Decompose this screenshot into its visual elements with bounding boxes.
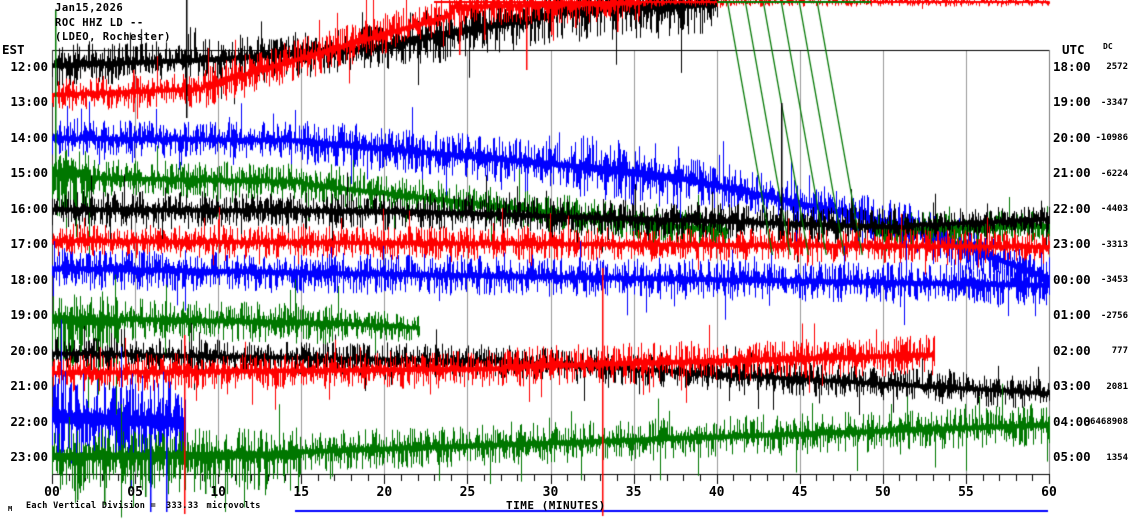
utc-time-label: 03:00 — [1053, 378, 1091, 393]
utc-time-label: 23:00 — [1053, 236, 1091, 251]
scale-caption-unit: microvolts — [206, 501, 261, 511]
est-time-label: 16:00 — [10, 200, 48, 216]
dc-value: 2081 — [1106, 381, 1128, 392]
x-axis-tick-label: 55 — [958, 485, 974, 500]
scale-caption-value: 333.33 — [166, 501, 199, 511]
x-axis-tick-label: 50 — [875, 485, 891, 500]
dc-value: 777 — [1111, 346, 1128, 356]
x-axis-tick-label: 45 — [791, 485, 808, 500]
utc-time-label: 02:00 — [1053, 342, 1091, 358]
x-axis-tick-label: 60 — [1041, 485, 1057, 500]
dc-value: -6224 — [1100, 168, 1128, 179]
x-axis-tick-label: 20 — [376, 485, 393, 500]
right-axis-title: UTC — [1062, 42, 1085, 57]
utc-time-label: 05:00 — [1053, 449, 1091, 464]
est-time-label: 17:00 — [10, 236, 48, 251]
dc-value: -3453 — [1100, 275, 1128, 285]
dc-value: -3347 — [1100, 97, 1128, 108]
est-time-label: 12:00 — [10, 58, 48, 74]
utc-time-label: 04:00 — [1053, 413, 1091, 429]
utc-time-label: 00:00 — [1053, 271, 1091, 287]
x-axis-tick-label: 00 — [44, 485, 60, 500]
utc-time-label: 21:00 — [1053, 165, 1091, 180]
dc-column-title: DC — [1103, 42, 1113, 51]
est-time-label: 21:00 — [10, 378, 48, 393]
x-axis-tick-label: 15 — [293, 485, 310, 500]
utc-time-label: 20:00 — [1053, 129, 1091, 145]
x-axis-tick-label: 30 — [542, 485, 559, 500]
header-date: Jan15,2026 — [55, 2, 124, 14]
x-axis-tick-label: 40 — [708, 485, 725, 500]
dc-value: -4403 — [1100, 204, 1128, 214]
x-axis-tick-label: 05 — [127, 485, 143, 500]
utc-time-label: 01:00 — [1053, 307, 1091, 322]
header-station: ROC HHZ LD -- — [55, 16, 144, 29]
est-time-label: 13:00 — [10, 94, 48, 109]
utc-time-label: 19:00 — [1053, 94, 1091, 109]
x-axis-title: TIME (MINUTES) — [506, 499, 606, 512]
utc-time-label: 18:00 — [1053, 58, 1091, 74]
est-time-label: 18:00 — [10, 271, 48, 287]
est-time-label: 22:00 — [10, 413, 48, 429]
header: Jan15,2026 ROC HHZ LD -- (LDEO, Rocheste… — [55, 3, 171, 43]
dc-value: -10986 — [1095, 133, 1128, 143]
scale-marker: M — [8, 505, 13, 513]
x-axis-tick-label: 25 — [459, 485, 476, 500]
scale-caption-prefix: Each Vertical Division = — [26, 501, 157, 511]
dc-value: 1354 — [1106, 452, 1128, 463]
x-axis-tick-label: 10 — [210, 485, 226, 500]
header-network: (LDEO, Rochester) — [55, 31, 171, 43]
est-time-label: 19:00 — [10, 307, 48, 322]
dc-value: -3313 — [1100, 239, 1128, 250]
est-time-label: 23:00 — [10, 449, 48, 464]
left-axis-title: EST — [2, 42, 25, 57]
est-time-label: 20:00 — [10, 342, 48, 358]
x-axis-tick-label: 35 — [625, 485, 642, 500]
scale-caption: Each Vertical Division = 333.33 microvolts — [26, 502, 261, 511]
est-time-label: 14:00 — [10, 129, 48, 145]
est-time-label: 15:00 — [10, 165, 48, 180]
utc-time-label: 22:00 — [1053, 200, 1091, 216]
dc-value: -6468908 — [1084, 417, 1128, 427]
dc-value: 2572 — [1106, 62, 1128, 72]
dc-value: -2756 — [1100, 310, 1128, 321]
